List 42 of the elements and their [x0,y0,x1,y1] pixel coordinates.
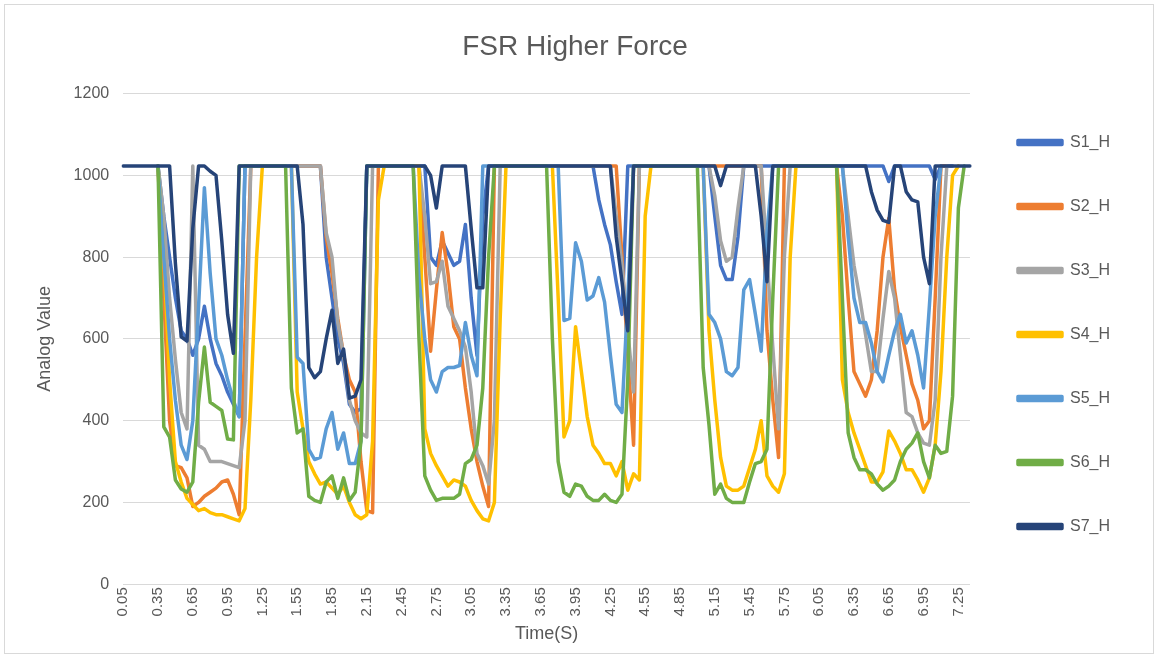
x-tick-label: 7.25 [948,587,966,617]
x-tick-label: 3.95 [565,587,583,617]
legend-label: S7_H [1069,516,1111,535]
y-tick-label: 600 [82,329,110,347]
y-tick-label: 400 [82,411,110,429]
legend-label: S4_H [1069,324,1111,343]
x-tick-label: 5.45 [739,587,757,617]
y-tick-label: 1000 [73,165,110,183]
x-tick-label: 6.35 [844,587,862,617]
x-tick-label: 4.25 [600,587,618,617]
x-tick-label: 2.45 [391,587,409,617]
y-axis-title: Analog Value [33,286,54,392]
x-tick-label: 6.65 [878,587,896,617]
x-tick-label: 6.95 [913,587,931,617]
legend-label: S1_H [1069,132,1111,151]
legend-label: S6_H [1069,452,1111,471]
x-tick-label: 6.05 [809,587,827,617]
y-tick-label: 800 [82,247,110,265]
legend-label: S2_H [1069,196,1111,215]
x-tick-label: 4.85 [670,587,688,617]
x-tick-label: 4.55 [635,587,653,617]
x-tick-label: 0.95 [217,587,235,617]
y-tick-label: 0 [100,574,110,592]
x-tick-label: 1.85 [322,587,340,617]
x-tick-label: 5.75 [774,587,792,617]
x-tick-label: 2.15 [356,587,374,617]
x-tick-label: 1.55 [287,587,305,617]
chart-title: FSR Higher Force [462,29,688,61]
x-tick-label: 5.15 [704,587,722,617]
x-tick-label: 0.65 [182,587,200,617]
x-tick-label: 3.35 [496,587,514,617]
legend-label: S3_H [1069,260,1111,279]
x-tick-label: 3.05 [461,587,479,617]
x-tick-label: 0.05 [113,587,131,617]
y-tick-label: 1200 [73,84,110,102]
x-tick-label: 2.75 [426,587,444,617]
y-tick-label: 200 [82,492,110,510]
x-axis-title: Time(S) [514,623,579,644]
x-tick-label: 1.25 [252,587,270,617]
x-tick-label: 3.65 [530,587,548,617]
x-tick-label: 0.35 [148,587,166,617]
legend-label: S5_H [1069,388,1111,407]
